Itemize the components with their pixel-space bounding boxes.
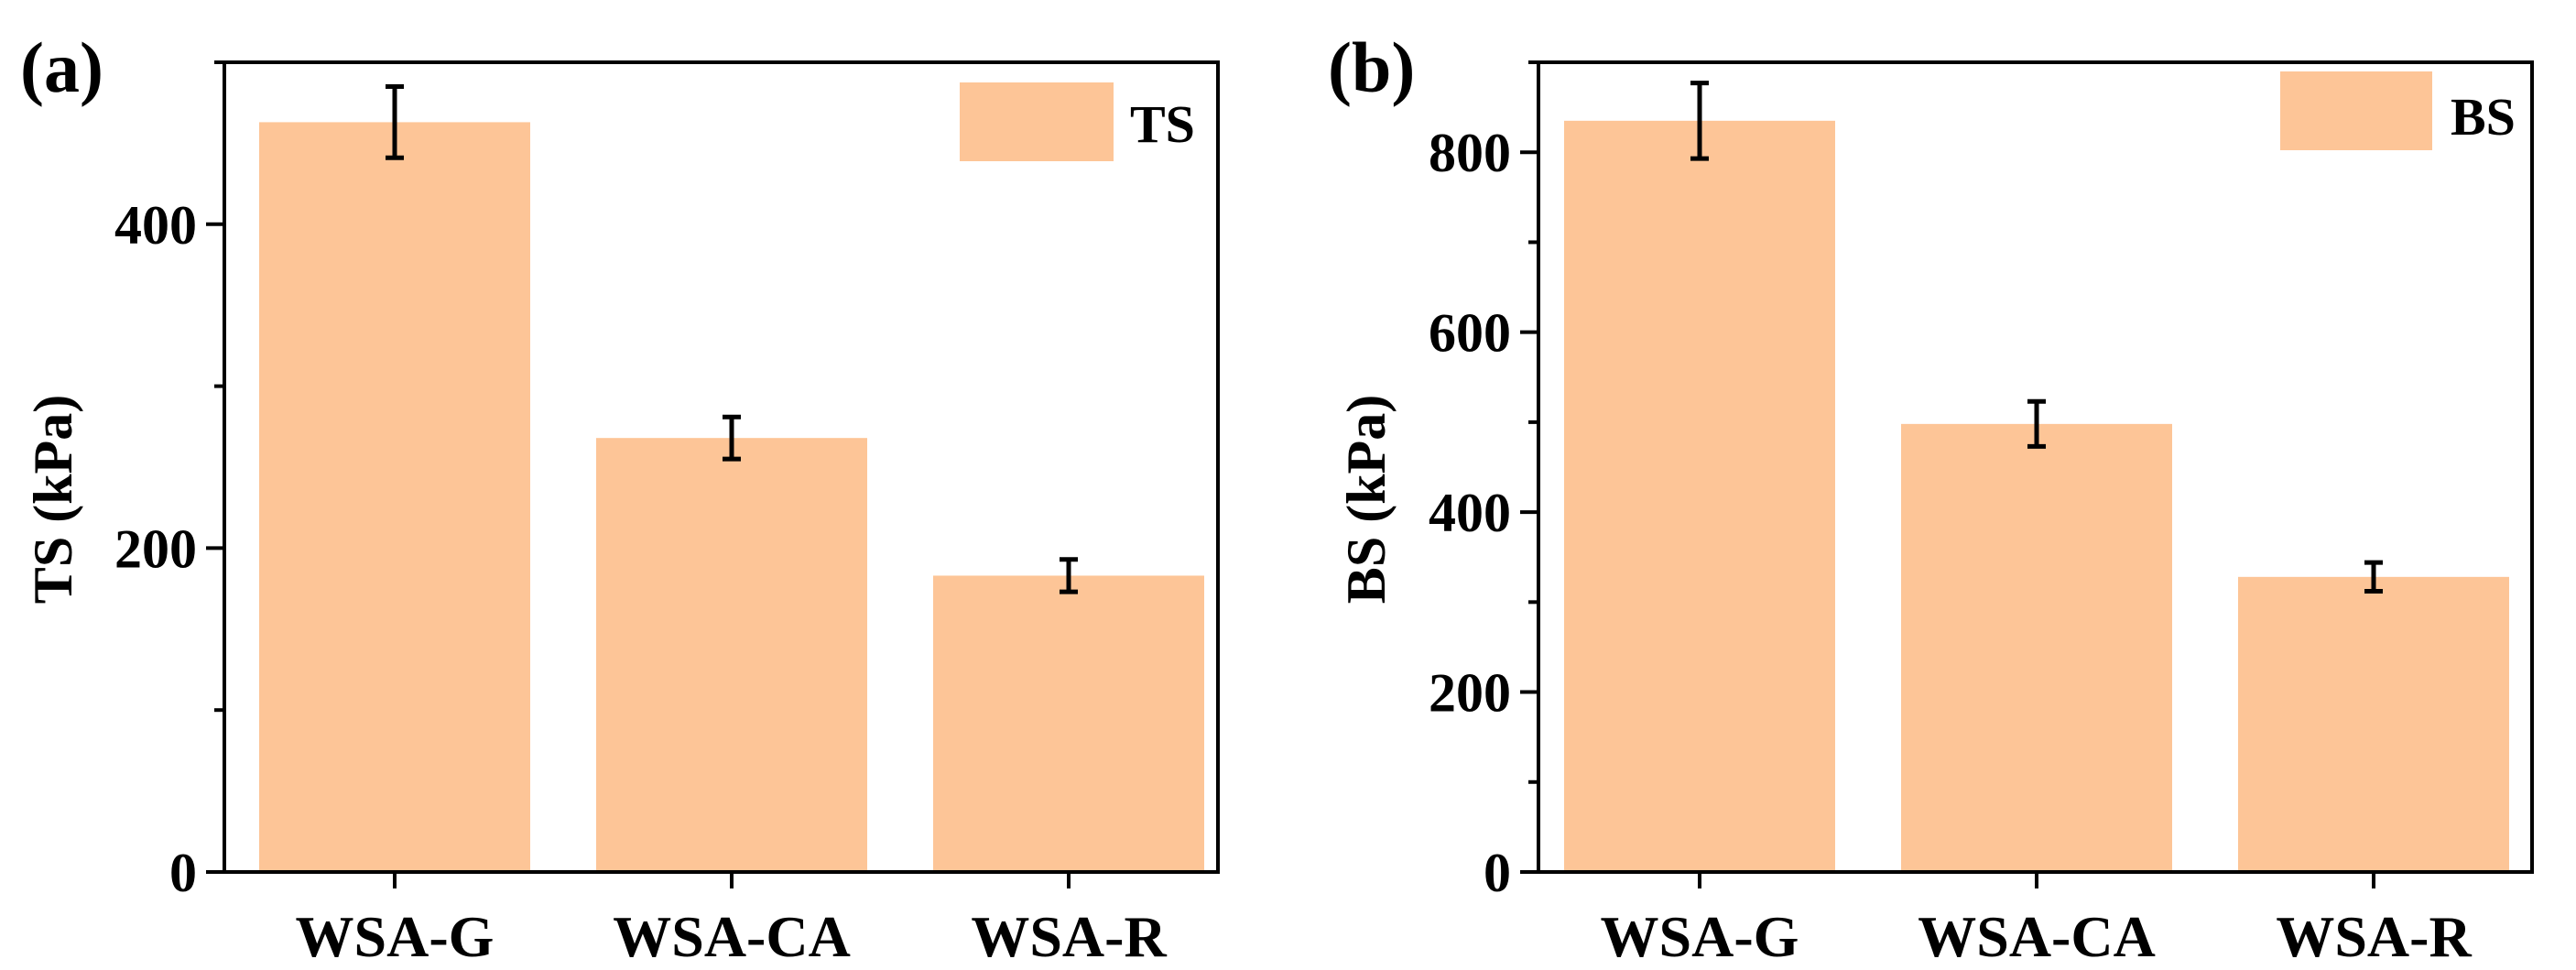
y-tick-label-800-b: 800: [1429, 123, 1511, 183]
bar-wsa-r-b: [2238, 576, 2509, 872]
y-tick-label-200-a: 200: [114, 518, 197, 579]
x-tick-label-wsa-g-b: WSA-G: [1601, 904, 1799, 969]
plot-frame-b: [1537, 60, 2534, 874]
bar-wsa-ca-a: [596, 438, 867, 872]
legend-b: BS: [2280, 71, 2516, 150]
axes-frame-b: WSA-G WSA-CA WSA-R 0 200 400 600 800: [1429, 60, 2534, 969]
x-tick-label-wsa-g-a: WSA-G: [296, 904, 495, 969]
y-tick-label-600-b: 600: [1429, 303, 1511, 364]
error-bar-wsa-g-a: [386, 84, 404, 160]
bar-wsa-g-b: [1564, 120, 1835, 872]
bar-group-a: [259, 122, 1204, 872]
error-bar-wsa-ca-b: [2027, 398, 2046, 449]
y-axis-title-b: BS (kPa): [1336, 395, 1397, 604]
chart-panel-a: (a) TS (kPa) WSA-G WSA-CA WSA-R 0 200 400 TS: [20, 27, 1220, 969]
bar-group-b: [1564, 120, 2509, 872]
legend-a: TS: [960, 82, 1195, 161]
panel-label-b: (b): [1328, 27, 1415, 107]
legend-label-bs: BS: [2451, 87, 2516, 147]
axes-frame-a: WSA-G WSA-CA WSA-R 0 200 400: [114, 60, 1220, 969]
x-tick-label-wsa-r-b: WSA-R: [2276, 904, 2472, 969]
y-tick-label-400-a: 400: [114, 195, 197, 256]
bar-wsa-r-a: [933, 575, 1204, 872]
panel-label-a: (a): [20, 27, 103, 107]
error-bar-wsa-r-a: [1060, 557, 1078, 594]
bar-wsa-ca-b: [1901, 423, 2172, 872]
plot-frame-a: [223, 60, 1220, 874]
error-bar-wsa-g-b: [1690, 81, 1709, 161]
x-tick-label-wsa-ca-b: WSA-CA: [1918, 904, 2156, 969]
error-bar-group-a: [386, 84, 1078, 594]
bar-wsa-g-a: [259, 122, 530, 872]
error-bar-group-b: [1690, 81, 2383, 594]
y-axis-title-a: TS (kPa): [23, 395, 83, 604]
legend-swatch-ts: [960, 82, 1114, 161]
y-tick-label-400-b: 400: [1429, 483, 1511, 543]
y-tick-label-200-b: 200: [1429, 663, 1511, 724]
x-tick-label-wsa-ca-a: WSA-CA: [613, 904, 851, 969]
chart-panel-b: (b) BS (kPa) WSA-G WSA-CA WSA-R 0 200 400 600 8…: [1328, 27, 2534, 969]
x-tick-label-wsa-r-a: WSA-R: [971, 904, 1167, 969]
error-bar-wsa-r-b: [2364, 560, 2383, 594]
y-tick-label-0-b: 0: [1484, 843, 1511, 903]
error-bar-wsa-ca-a: [723, 414, 741, 462]
legend-swatch-bs: [2280, 71, 2432, 150]
legend-label-ts: TS: [1130, 94, 1195, 154]
y-tick-label-0-a: 0: [169, 843, 197, 903]
